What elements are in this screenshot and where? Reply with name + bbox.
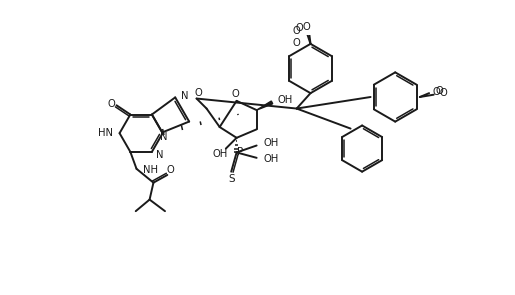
Text: O: O (231, 89, 239, 99)
Polygon shape (256, 101, 273, 110)
Text: O: O (435, 86, 443, 96)
Text: N: N (160, 132, 167, 142)
Text: OH: OH (264, 154, 279, 164)
Text: OH: OH (278, 95, 293, 105)
Text: N: N (156, 150, 163, 160)
Text: O: O (433, 87, 441, 97)
Text: O: O (303, 22, 311, 32)
Text: O: O (108, 99, 116, 109)
Text: N: N (181, 91, 188, 101)
Text: OH: OH (264, 138, 279, 148)
Text: O: O (293, 26, 301, 36)
Text: O: O (166, 165, 174, 175)
Text: P: P (237, 148, 244, 158)
Text: OH: OH (212, 149, 227, 159)
Text: S: S (228, 174, 234, 183)
Text: O: O (295, 23, 303, 33)
Text: O: O (440, 88, 448, 98)
Text: NH: NH (144, 165, 159, 175)
Text: O: O (293, 38, 301, 48)
Text: O: O (194, 88, 202, 98)
Text: HN: HN (98, 128, 113, 138)
